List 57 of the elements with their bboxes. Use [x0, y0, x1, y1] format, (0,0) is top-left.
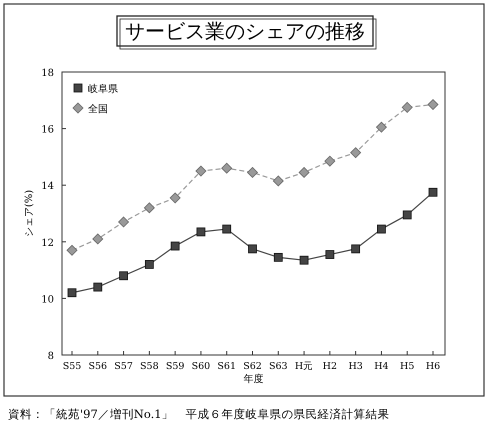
point — [377, 224, 386, 234]
point — [66, 244, 78, 256]
y-tick-label: 12 — [41, 238, 54, 249]
point — [274, 252, 283, 262]
y-tick-label: 14 — [41, 181, 54, 192]
point — [324, 156, 336, 167]
text: 資料：「統苑'97／増刊No.1」 平成６年度岐阜県の県民経済計算結果 — [8, 407, 390, 421]
point — [93, 282, 102, 292]
point — [325, 250, 334, 259]
x-tick-label: S63 — [268, 361, 288, 372]
y-tick-label: 10 — [41, 294, 54, 306]
point — [170, 242, 180, 250]
x-tick-label: H6 — [426, 361, 440, 372]
point — [402, 102, 413, 113]
point — [68, 288, 76, 298]
point — [118, 216, 129, 228]
point — [248, 244, 257, 254]
x-tick-label: S57 — [114, 361, 133, 372]
point — [376, 122, 387, 133]
point — [350, 147, 362, 158]
legend-label: 岐阜県 — [88, 83, 118, 95]
point — [144, 260, 154, 269]
point — [196, 166, 206, 176]
x-tick-label: H4 — [374, 361, 389, 372]
point — [196, 227, 206, 236]
point — [222, 224, 232, 234]
y-tick-label: 8 — [48, 351, 54, 362]
legend-label: 全国 — [88, 103, 108, 115]
y-tick-label: 16 — [41, 124, 54, 136]
x-tick-label: S58 — [140, 361, 159, 372]
point — [170, 192, 181, 204]
point — [298, 167, 310, 178]
point — [272, 176, 284, 186]
point — [351, 244, 360, 254]
x-tick-label: H2 — [322, 361, 338, 372]
x-tick-label: S61 — [217, 361, 236, 372]
x-axis-title: 年度 — [244, 373, 264, 385]
x-tick-label: H元 — [294, 361, 314, 372]
y-tick-label: 18 — [41, 68, 54, 79]
x-tick-label: S56 — [88, 361, 108, 372]
chart-title: サービス業のシェアの推移 — [125, 19, 365, 43]
point — [119, 271, 128, 280]
point — [428, 99, 438, 110]
point — [428, 188, 438, 197]
x-tick-label: H5 — [400, 361, 414, 372]
x-tick-label: S62 — [243, 361, 262, 372]
x-tick-label: S60 — [192, 361, 210, 372]
point — [144, 202, 155, 214]
x-tick-label: S59 — [166, 361, 184, 372]
point — [221, 162, 232, 174]
point — [92, 234, 104, 244]
point — [247, 167, 258, 178]
x-tick-label: H3 — [348, 361, 363, 372]
point — [300, 256, 308, 265]
x-tick-label: S55 — [62, 361, 82, 372]
y-axis-title: シェア(%) — [24, 190, 35, 238]
point — [402, 210, 412, 220]
